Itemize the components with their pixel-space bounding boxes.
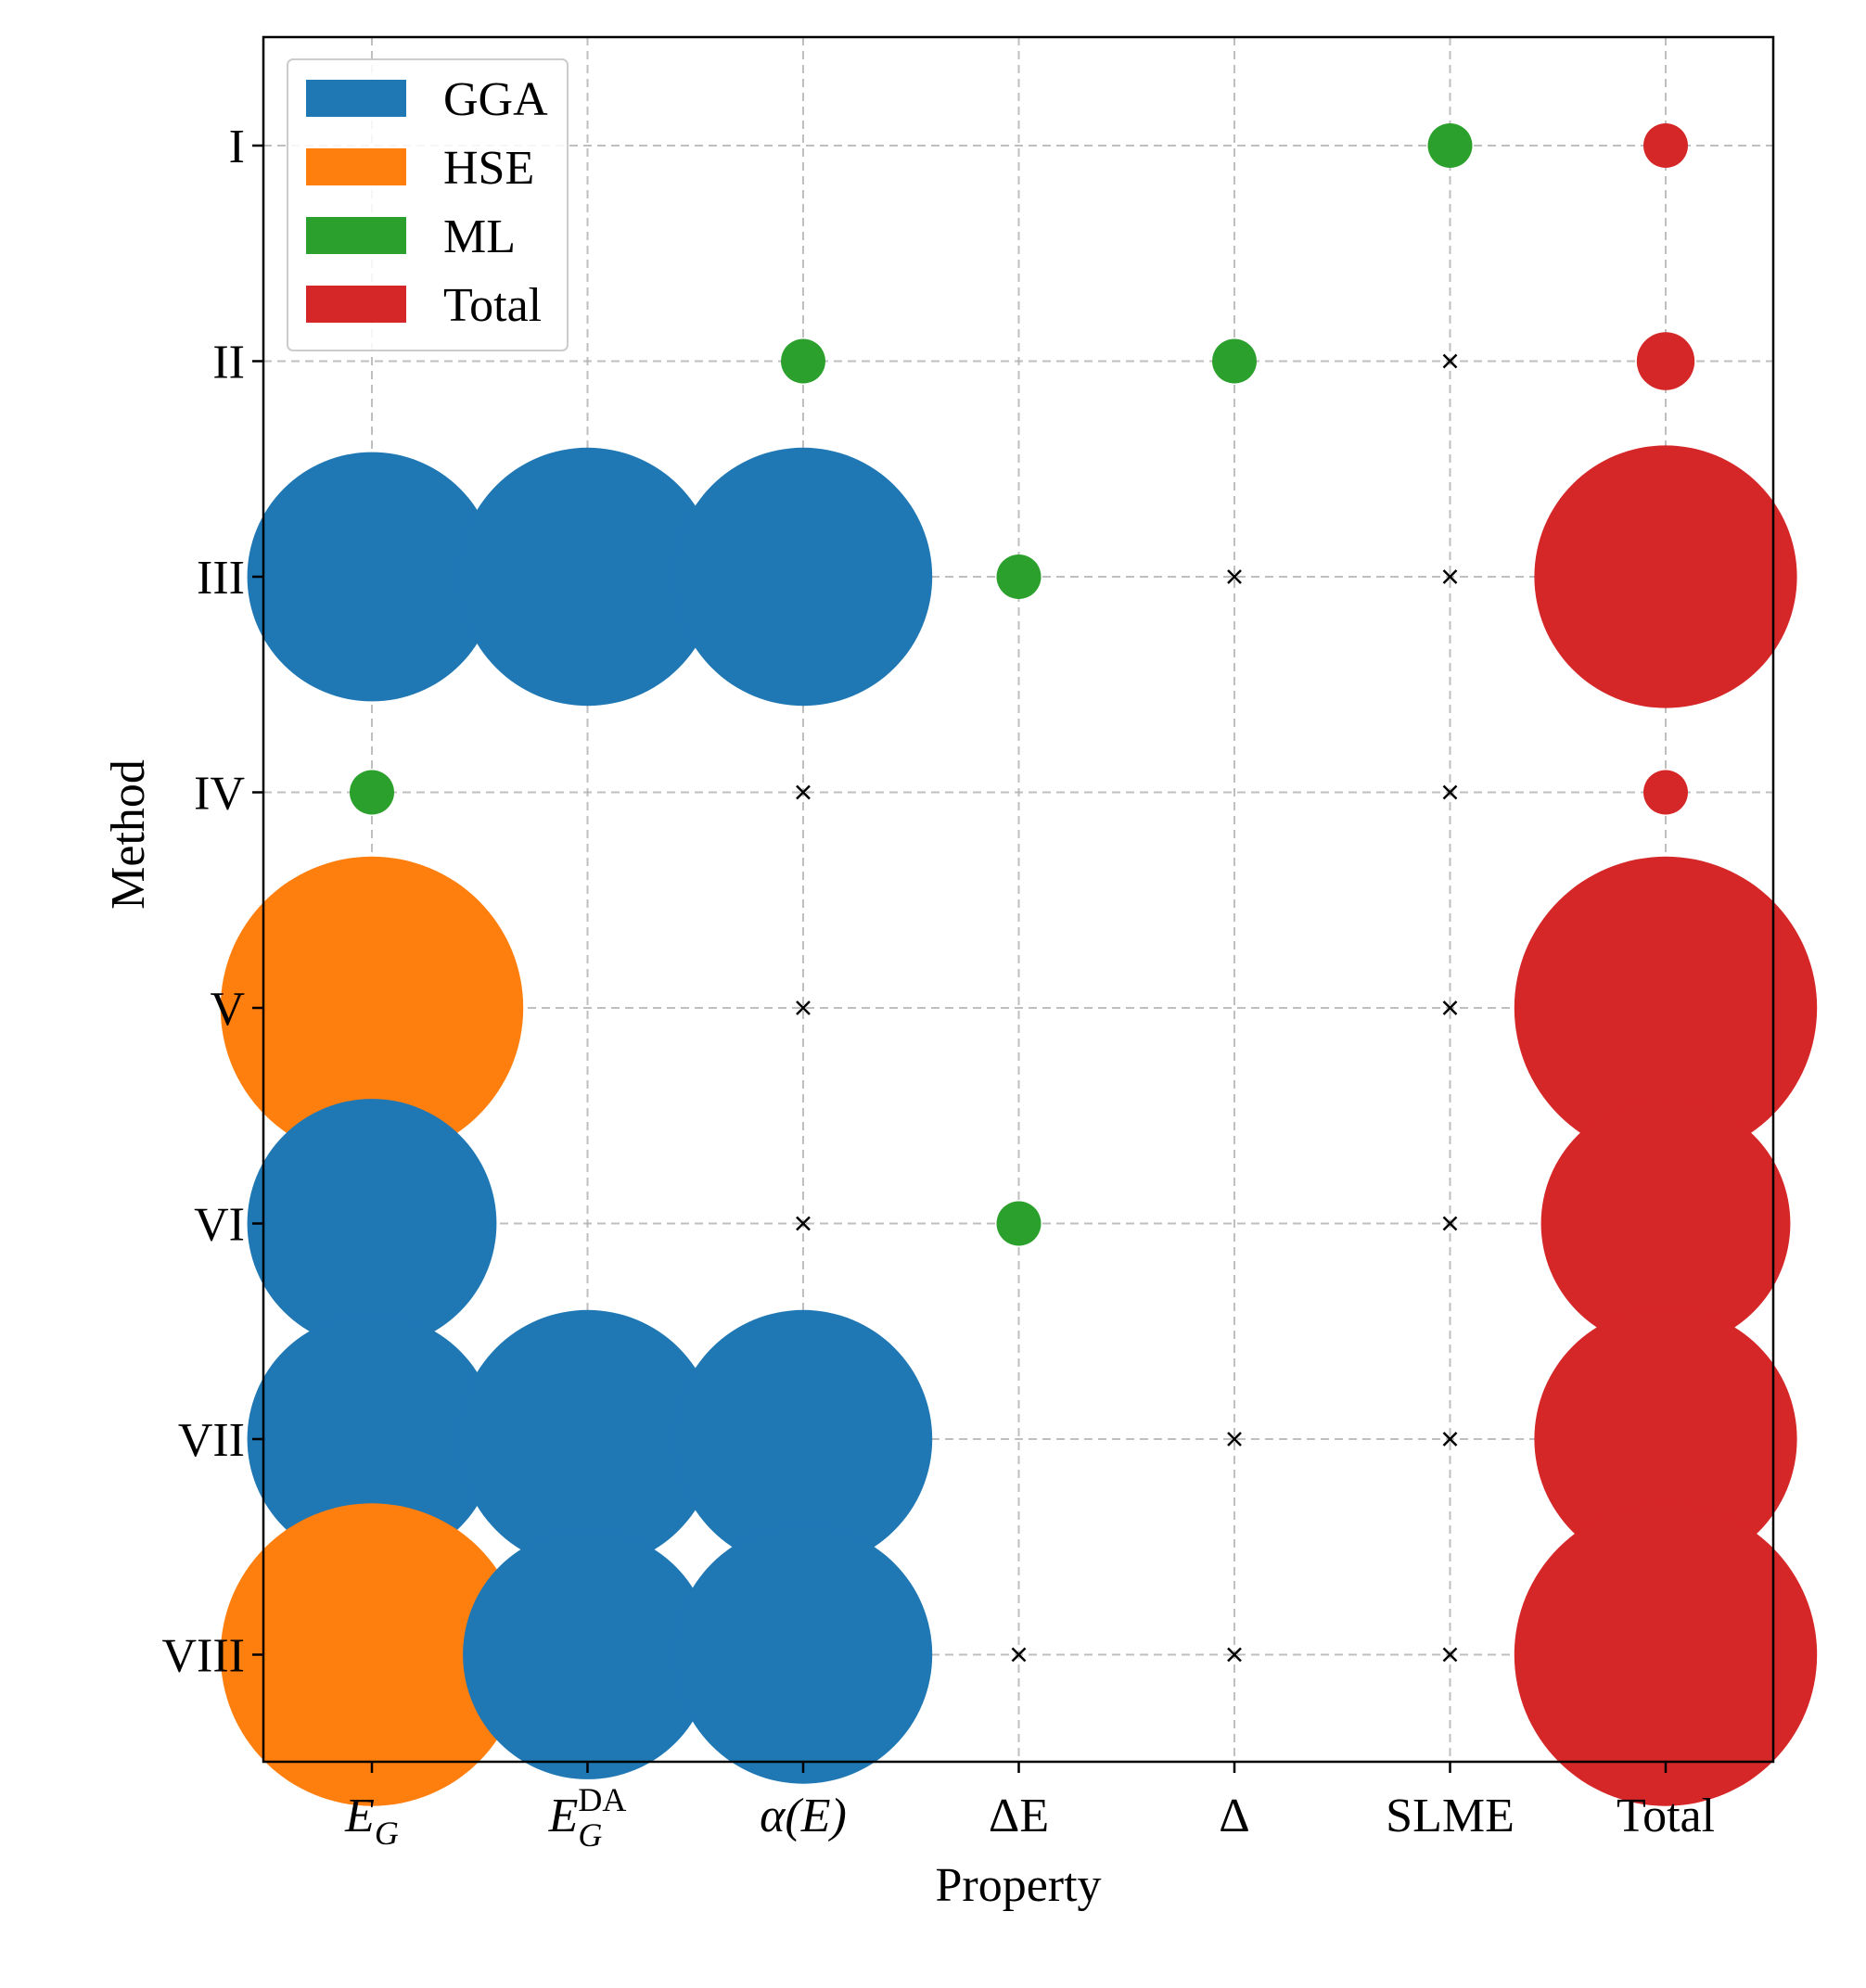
bubble-hse xyxy=(220,856,524,1160)
y-tick-label: VIII xyxy=(161,1630,245,1683)
bubble-gga xyxy=(463,1530,712,1779)
x-marker xyxy=(1227,569,1242,584)
x-marker xyxy=(1442,569,1458,584)
x-tick-label: ΔE xyxy=(989,1790,1049,1842)
y-tick-label: IV xyxy=(194,768,245,821)
y-tick-label: I xyxy=(229,121,245,173)
bubble-ml xyxy=(781,338,825,384)
bubble-total xyxy=(1636,332,1695,390)
bubble-gga xyxy=(458,447,717,707)
x-tick-label: α(E) xyxy=(760,1790,847,1842)
y-tick-label: II xyxy=(212,337,245,389)
x-marker xyxy=(1442,1216,1458,1231)
y-tick-label: V xyxy=(210,983,245,1036)
legend-swatch-gga xyxy=(306,80,406,117)
bubble-total xyxy=(1540,1099,1791,1348)
bubble-ml xyxy=(996,554,1042,599)
legend-box xyxy=(287,58,569,351)
bubble-total xyxy=(1643,770,1688,815)
y-tick-label: VI xyxy=(194,1199,245,1252)
legend-label-hse: HSE xyxy=(443,142,534,195)
bubble-gga xyxy=(247,1099,497,1348)
x-tick-label: EG xyxy=(344,1790,399,1852)
legend-swatch-total xyxy=(306,286,406,323)
x-marker xyxy=(1442,1000,1458,1015)
x-marker xyxy=(796,1216,811,1231)
legend-label-gga: GGA xyxy=(443,73,548,126)
x-marker xyxy=(1227,1432,1242,1446)
y-tick-label: III xyxy=(197,552,245,605)
legend-label-ml: ML xyxy=(443,210,516,263)
x-marker xyxy=(1442,353,1458,369)
bubble-gga xyxy=(673,447,933,707)
legend-swatch-ml xyxy=(306,217,406,254)
bubble-ml xyxy=(350,770,394,815)
bubble-total xyxy=(1514,1503,1818,1806)
y-axis-title: Method xyxy=(102,759,155,910)
bubble-ml xyxy=(1427,123,1473,168)
bubble-total xyxy=(1534,1307,1797,1571)
x-tick-label: EDA G xyxy=(548,1781,627,1854)
x-marker xyxy=(1011,1647,1027,1663)
y-tick-label: VII xyxy=(178,1414,245,1467)
x-marker xyxy=(796,1000,811,1015)
x-marker xyxy=(796,784,811,800)
bubble-hse xyxy=(220,1503,524,1806)
x-tick-label: SLME xyxy=(1386,1790,1515,1842)
chart-marks xyxy=(220,123,1818,1806)
x-marker xyxy=(1227,1647,1242,1663)
bubble-ml xyxy=(1212,338,1257,384)
bubble-gga xyxy=(673,1525,933,1784)
bubble-total xyxy=(1643,123,1688,168)
bubble-gga xyxy=(458,1309,717,1569)
legend-swatch-hse xyxy=(306,148,406,185)
bubble-gga xyxy=(247,452,497,702)
x-marker xyxy=(1442,1432,1458,1446)
x-axis-title: Property xyxy=(935,1859,1101,1912)
x-tick-label: Δ xyxy=(1219,1790,1249,1842)
bubble-total xyxy=(1534,445,1797,708)
bubble-gga xyxy=(247,1314,497,1564)
legend: GGA HSE ML Total xyxy=(287,58,569,351)
bubble-ml xyxy=(996,1201,1042,1246)
legend-label-total: Total xyxy=(443,279,542,332)
x-marker xyxy=(1442,784,1458,800)
bubble-total xyxy=(1514,856,1818,1160)
x-tick-label: Total xyxy=(1617,1790,1715,1842)
bubble-gga xyxy=(673,1309,933,1569)
x-marker xyxy=(1442,1647,1458,1663)
